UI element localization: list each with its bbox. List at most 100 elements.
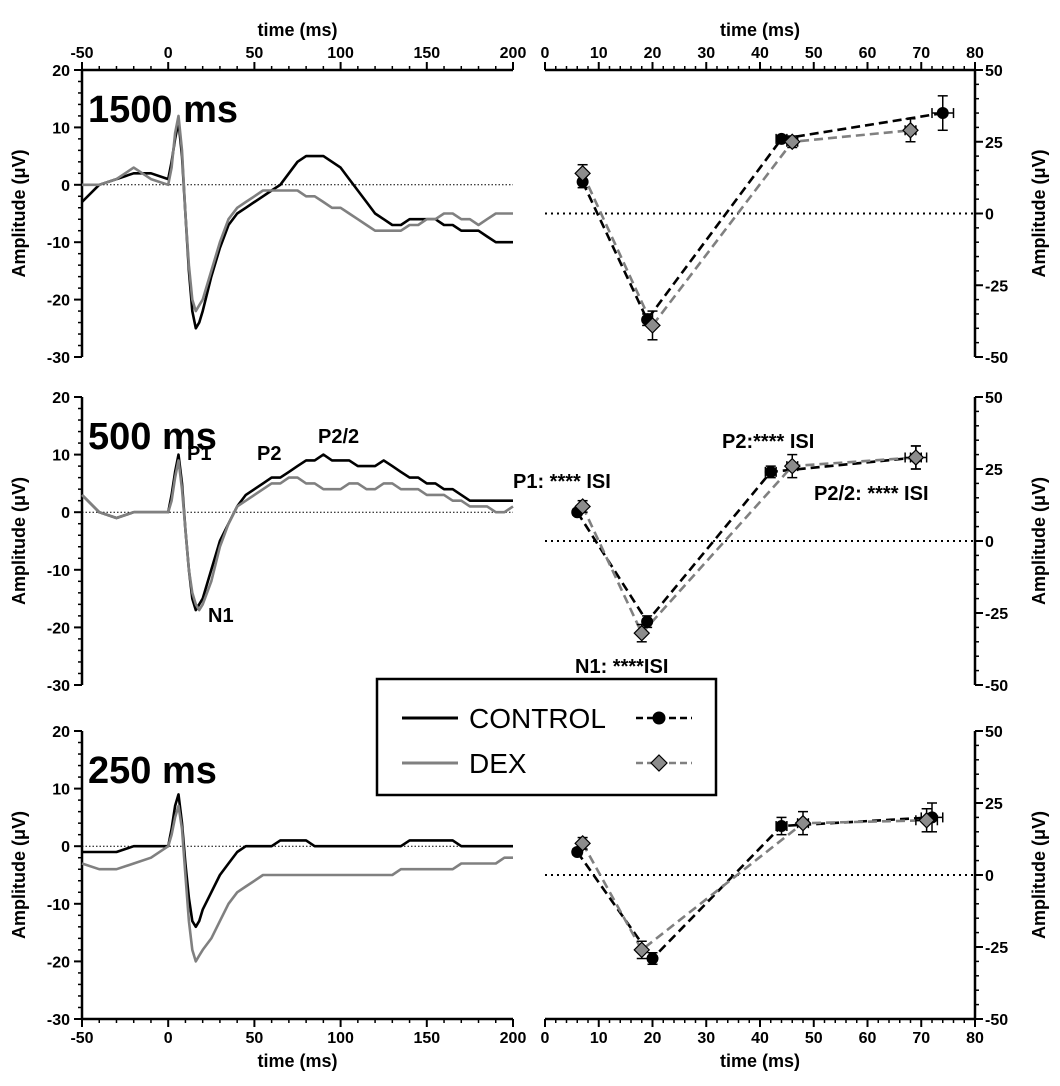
series-line-dex [581,819,927,952]
y-axis-title: Amplitude (μV) [9,149,29,277]
panel-title: 1500 ms [88,89,238,131]
component-label: P2/2 [318,426,359,448]
data-point-dex [794,814,812,832]
y-axis-title: Amplitude (μV) [1029,149,1049,277]
x-tick-label: 0 [164,45,173,62]
waveform-panel-1: -30 -20 -10 0 10 20 Amplitude (μV) 500 ms [9,390,514,695]
peak-panel-5: -50 -25 0 25 50 0 10 20 30 40 50 60 70 80 time (ms) Amp… [541,724,1049,1071]
x-tick-label: 200 [500,1030,527,1047]
y-tick-label: 20 [52,724,70,741]
data-point-dex [633,624,651,642]
x-tick-label: 0 [541,45,550,62]
y-axis-title: Amplitude (μV) [1029,811,1049,939]
y-tick-label: -30 [47,350,70,367]
y-tick-label: -30 [47,1012,70,1029]
x-tick-label: 0 [541,1030,550,1047]
x-tick-label: 50 [805,1030,823,1047]
y-tick-label: 25 [985,796,1003,813]
x-tick-label: 150 [413,45,440,62]
y-axis-title: Amplitude (μV) [9,477,29,605]
series-line-dex [81,459,514,612]
x-axis-title: time (ms) [720,1051,800,1071]
peak-panel-4: -50 -25 0 25 50 Amplitude (μV) [545,390,1049,695]
data-point-dex [783,133,801,151]
data-point-dex [918,811,935,829]
x-tick-label: 0 [164,1030,173,1047]
y-tick-label: -25 [985,606,1008,623]
series-line-dex [82,114,513,313]
y-tick-label: -20 [47,954,70,971]
series-line-control [576,456,917,624]
y-tick-label: -50 [985,350,1008,367]
x-tick-label: 40 [751,1030,769,1047]
x-tick-label: 60 [859,45,877,62]
y-tick-label: -10 [47,563,70,580]
y-tick-label: -50 [985,678,1008,695]
x-tick-label: 40 [751,45,769,62]
data-point-dex [574,164,591,182]
data-point-dex [574,498,591,515]
data-point-dex [783,457,801,475]
y-tick-label: -25 [985,278,1008,295]
y-tick-label: -50 [985,1012,1008,1029]
y-tick-label: 0 [985,534,994,551]
data-point-control [775,820,788,833]
x-tick-label: 30 [697,45,715,62]
isi-label: P2/2: **** ISI [814,483,929,505]
data-point-control [936,107,949,120]
y-tick-label: 20 [52,390,70,407]
x-tick-label: -50 [70,45,93,62]
y-tick-label: -30 [47,678,70,695]
x-tick-label: 10 [590,1030,608,1047]
x-tick-label: 60 [859,1030,877,1047]
y-tick-label: 50 [985,63,1003,80]
y-tick-label: -20 [47,620,70,637]
data-point-control [641,615,654,628]
data-point-dex [633,941,651,959]
panel-title: 500 ms [88,416,217,458]
series-line-dex [81,804,513,963]
isi-label: N1: ****ISI [575,656,668,678]
y-tick-label: 10 [52,120,70,137]
x-tick-label: 200 [500,45,527,62]
x-tick-label: -50 [70,1030,93,1047]
x-tick-label: 100 [327,1030,354,1047]
series-line-dex [581,456,916,636]
y-tick-label: 0 [61,178,70,195]
x-tick-label: 150 [413,1030,440,1047]
y-axis-title: Amplitude (μV) [9,811,29,939]
x-tick-label: 80 [966,1030,984,1047]
series-line-control [581,111,944,323]
legend-label: DEX [469,748,527,779]
y-tick-label: -10 [47,235,70,252]
y-tick-label: -10 [47,897,70,914]
x-tick-label: 50 [246,45,264,62]
x-tick-label: 50 [805,45,823,62]
series-line-control [82,793,513,929]
y-tick-label: -20 [47,293,70,310]
x-tick-label: 30 [697,1030,715,1047]
component-label: N1 [208,605,234,627]
data-point-dex [902,121,919,139]
x-axis-title: time (ms) [257,1051,337,1071]
legend-marker-diamond [650,754,668,772]
component-label: P2 [257,443,281,465]
y-tick-label: 20 [52,63,70,80]
x-tick-label: 70 [912,45,930,62]
y-tick-label: 10 [52,448,70,465]
x-axis-title: time (ms) [257,20,337,40]
y-tick-label: 25 [985,135,1003,152]
series-line-dex [581,129,911,328]
data-point-dex [574,834,591,852]
x-tick-label: 50 [246,1030,264,1047]
legend-box [375,677,718,797]
y-tick-label: 0 [61,505,70,522]
legend-label: CONTROL [469,703,606,734]
y-tick-label: 50 [985,724,1003,741]
legend: CONTROL DEX [375,677,718,797]
y-tick-label: -25 [985,940,1008,957]
legend-marker-circle [652,711,666,725]
waveform-panel-0: -30 -20 -10 0 10 20-50 0 50 100 150 200 time (ms) Am… [9,20,526,367]
x-tick-label: 100 [327,45,354,62]
